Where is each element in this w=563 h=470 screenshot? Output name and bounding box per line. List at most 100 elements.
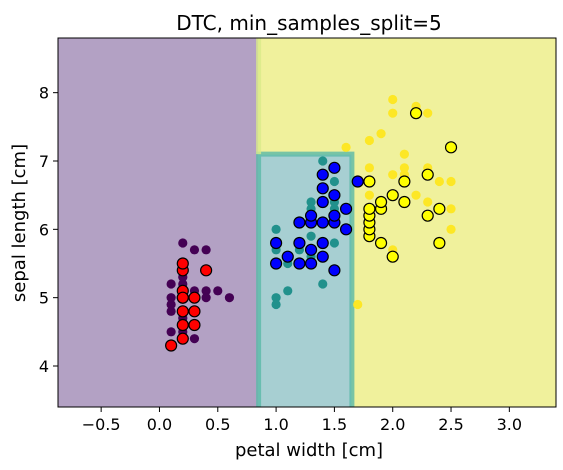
test-point [421, 168, 434, 181]
test-point [328, 209, 341, 222]
y-tick-label: 8 [39, 84, 49, 103]
test-point [304, 209, 318, 222]
train-point [224, 293, 235, 303]
test-point [304, 257, 318, 270]
train-point [376, 129, 386, 139]
test-point [269, 257, 283, 270]
test-point [165, 339, 178, 352]
train-point [364, 135, 374, 146]
test-point [421, 209, 434, 222]
train-point [434, 176, 444, 187]
test-point [188, 291, 201, 304]
test-point [293, 216, 306, 229]
test-point [316, 250, 329, 263]
train-point [166, 327, 176, 337]
test-point [176, 291, 189, 304]
x-tick-label: 0.0 [147, 415, 172, 434]
test-point [304, 243, 318, 256]
test-point [386, 189, 399, 202]
train-point [213, 286, 223, 296]
test-point [386, 250, 399, 263]
test-point [176, 332, 189, 345]
train-point [329, 238, 340, 248]
boundary-line-0 [256, 151, 355, 407]
train-point [318, 279, 328, 289]
test-point [188, 318, 201, 332]
train-point [329, 176, 340, 187]
x-tick-label: 2.0 [380, 415, 405, 434]
train-point [446, 176, 456, 187]
train-point [271, 299, 281, 310]
train-point [446, 224, 456, 234]
decision-boundaries [256, 38, 355, 407]
test-point [293, 236, 306, 250]
train-point [178, 238, 188, 248]
train-point [318, 156, 328, 166]
train-point [283, 286, 293, 296]
test-point [433, 236, 446, 250]
train-point [388, 108, 398, 118]
train-point [306, 231, 316, 241]
test-point [176, 257, 189, 270]
decision-regions [58, 38, 556, 407]
test-point [409, 107, 423, 120]
test-point [363, 175, 376, 188]
test-point [328, 189, 341, 202]
test-point [316, 216, 329, 229]
train-point [201, 293, 211, 303]
train-point [306, 197, 316, 207]
x-tick-label: 1.0 [263, 415, 288, 434]
chart-title: DTC, min_samples_split=5 [176, 11, 442, 35]
test-point [339, 202, 353, 215]
test-point [374, 195, 388, 209]
train-point [353, 299, 363, 310]
train-point [423, 108, 433, 118]
y-tick-label: 4 [39, 357, 49, 376]
train-point [446, 204, 456, 214]
train-point [388, 170, 398, 180]
test-point [398, 175, 411, 188]
train-point [423, 197, 433, 207]
train-point [201, 286, 211, 296]
test-point [293, 257, 306, 270]
test-point [363, 202, 376, 215]
test-point [281, 250, 294, 263]
test-point [316, 182, 329, 195]
train-point [189, 245, 200, 255]
train-point [271, 293, 281, 303]
train-point [166, 306, 176, 316]
test-point [176, 305, 189, 318]
x-tick-label: 2.5 [438, 415, 463, 434]
test-point [316, 236, 329, 250]
train-point [201, 245, 211, 255]
test-point [328, 264, 341, 277]
train-point [166, 299, 176, 310]
test-point [339, 223, 353, 236]
test-point [351, 175, 364, 188]
test-point [374, 236, 388, 250]
y-tick-label: 5 [39, 289, 49, 308]
train-point [166, 279, 176, 289]
train-point [189, 334, 200, 344]
x-axis: −0.5 0.0 0.5 1.0 1.5 2.0 2.5 3.0 [82, 407, 522, 434]
test-point [176, 318, 189, 332]
test-point [316, 168, 329, 181]
train-point [341, 142, 351, 152]
train-point [364, 190, 374, 200]
train-point [411, 190, 421, 200]
test-point [398, 195, 411, 209]
train-point [364, 163, 374, 173]
train-point [399, 149, 409, 159]
plot-frame [57, 37, 557, 408]
x-axis-label: petal width [cm] [235, 440, 383, 461]
test-point [328, 161, 341, 174]
test-point [444, 141, 458, 154]
test-points [165, 107, 458, 352]
test-point [433, 202, 446, 215]
test-point [269, 236, 283, 250]
y-tick-label: 7 [39, 152, 49, 171]
test-point [316, 195, 329, 209]
train-point [271, 224, 281, 234]
